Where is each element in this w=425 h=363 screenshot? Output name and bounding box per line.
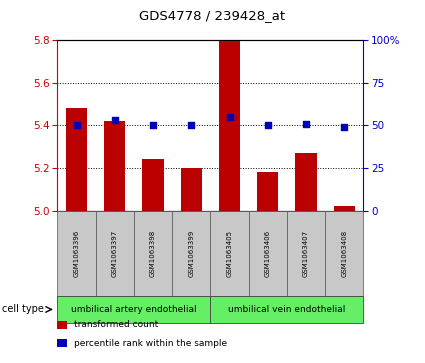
Text: umbilical vein endothelial: umbilical vein endothelial — [228, 305, 346, 314]
Point — [111, 117, 118, 123]
Text: GSM1063399: GSM1063399 — [188, 229, 194, 277]
Text: percentile rank within the sample: percentile rank within the sample — [74, 339, 227, 348]
Text: cell type: cell type — [2, 305, 44, 314]
Point — [264, 122, 271, 128]
Text: GSM1063407: GSM1063407 — [303, 230, 309, 277]
Text: GSM1063405: GSM1063405 — [227, 230, 232, 277]
Bar — [104, 121, 125, 211]
Point — [226, 114, 233, 120]
Text: GDS4778 / 239428_at: GDS4778 / 239428_at — [139, 9, 286, 22]
Bar — [219, 40, 240, 211]
Bar — [257, 172, 278, 211]
Text: GSM1063397: GSM1063397 — [112, 229, 118, 277]
Point — [303, 121, 309, 126]
Text: GSM1063398: GSM1063398 — [150, 229, 156, 277]
Text: GSM1063396: GSM1063396 — [74, 229, 79, 277]
Point — [73, 122, 80, 128]
Point — [150, 122, 156, 128]
Bar — [142, 159, 164, 211]
Bar — [334, 206, 355, 211]
Bar — [295, 153, 317, 211]
Point — [188, 122, 195, 128]
Text: transformed count: transformed count — [74, 320, 159, 329]
Bar — [181, 168, 202, 211]
Text: GSM1063406: GSM1063406 — [265, 230, 271, 277]
Bar — [66, 108, 87, 211]
Text: umbilical artery endothelial: umbilical artery endothelial — [71, 305, 197, 314]
Text: GSM1063408: GSM1063408 — [341, 230, 347, 277]
Point — [341, 124, 348, 130]
